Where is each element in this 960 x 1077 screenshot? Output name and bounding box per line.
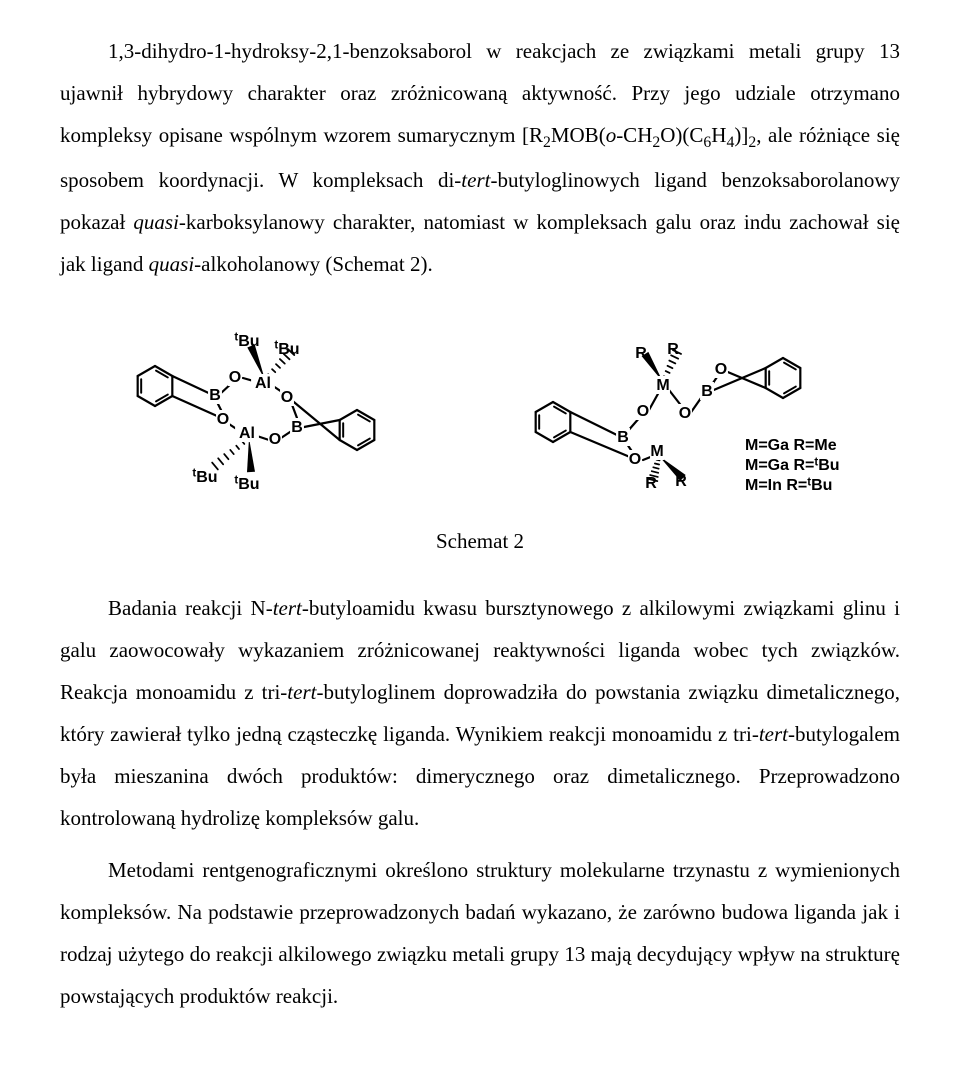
svg-text:tBu: tBu	[274, 339, 299, 358]
scheme-2-figure: BOAlOBOAlOtButButButBu BOMOMOBORRRRM=Ga …	[60, 310, 900, 510]
svg-text:tBu: tBu	[192, 467, 217, 486]
svg-text:R: R	[635, 345, 647, 362]
svg-text:O: O	[269, 431, 281, 448]
paragraph-2: Badania reakcji N-tert-butyloamidu kwasu…	[60, 587, 900, 839]
svg-text:O: O	[637, 403, 649, 420]
structure-right-svg: BOMOMOBORRRRM=Ga R=MeM=Ga R=tBuM=In R=tB…	[495, 310, 855, 510]
svg-text:B: B	[617, 429, 629, 446]
svg-text:O: O	[629, 451, 641, 468]
svg-text:B: B	[291, 419, 303, 436]
svg-text:O: O	[229, 369, 241, 386]
svg-text:M=In R=tBu: M=In R=tBu	[745, 476, 832, 493]
svg-text:B: B	[209, 387, 221, 404]
scheme-caption: Schemat 2	[60, 520, 900, 562]
svg-text:M=Ga R=tBu: M=Ga R=tBu	[745, 456, 840, 473]
paragraph-1: 1,3-dihydro-1-hydroksy-2,1-benzoksaborol…	[60, 30, 900, 285]
svg-text:O: O	[679, 405, 691, 422]
svg-text:B: B	[701, 383, 713, 400]
svg-text:tBu: tBu	[234, 474, 259, 493]
svg-text:Al: Al	[255, 375, 271, 392]
svg-text:M=Ga R=Me: M=Ga R=Me	[745, 437, 837, 454]
svg-text:M: M	[656, 377, 669, 394]
svg-text:tBu: tBu	[234, 331, 259, 350]
svg-text:R: R	[667, 341, 679, 358]
svg-text:O: O	[281, 389, 293, 406]
svg-text:O: O	[715, 361, 727, 378]
svg-text:Al: Al	[239, 425, 255, 442]
paragraph-3: Metodami rentgenograficznymi określono s…	[60, 849, 900, 1017]
svg-text:O: O	[217, 411, 229, 428]
svg-text:M: M	[650, 443, 663, 460]
svg-text:R: R	[675, 473, 687, 490]
structure-left-svg: BOAlOBOAlOtButButButBu	[105, 310, 405, 510]
svg-text:R: R	[645, 475, 657, 492]
